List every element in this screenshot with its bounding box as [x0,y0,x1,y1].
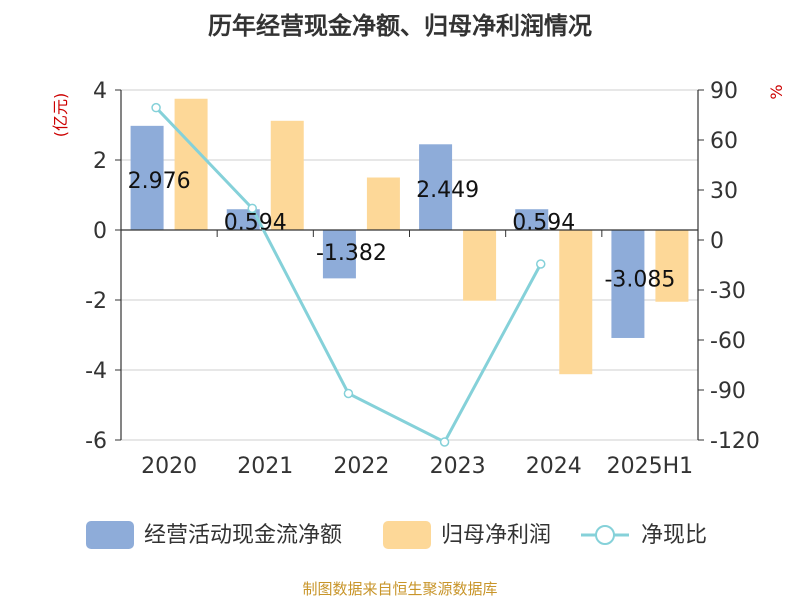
x-tick-label: 2023 [430,454,486,479]
left-axis-ticks: 4 2 0 -2 -4 -6 [85,79,121,454]
right-tick-label: 0 [710,229,724,254]
legend-item-cashflow[interactable]: 经营活动现金流净额 [86,521,342,549]
left-tick-label: 4 [93,79,107,104]
data-label-cashflow: 2.449 [416,178,479,203]
right-tick-label: 90 [710,79,738,104]
bar-net-profit [270,120,304,230]
left-tick-label: -4 [85,359,107,384]
x-tick-label: 2024 [526,454,582,479]
bar-net-profit [655,230,689,302]
left-tick-label: -6 [85,429,107,454]
ratio-point [151,102,161,113]
ratio-point [343,388,354,399]
legend-label-ratio: 净现比 [641,523,707,548]
ratio-point [247,203,257,214]
ratio-line-series [151,102,546,447]
left-axis-unit: (亿元) [51,93,70,138]
bar-cashflow [515,209,549,230]
data-label-cashflow: -1.382 [316,241,387,266]
data-label-cashflow: 0.594 [512,211,575,236]
legend-label-cashflow: 经营活动现金流净额 [144,523,342,548]
x-tick-label: 2022 [333,454,389,479]
legend-item-net-profit[interactable]: 归母净利润 [383,521,551,549]
ratio-point [536,259,546,269]
right-tick-label: -120 [710,429,760,454]
bar-net-profit [174,98,208,230]
chart-title: 历年经营现金净额、归母净利润情况 [208,12,592,40]
bar-net-profit [463,230,497,301]
right-axis-ticks: 90 60 30 0 -30 -60 -90 -120 [698,79,760,454]
right-axis-unit: % [767,84,786,99]
bar-series [130,98,689,375]
left-tick-label: -2 [85,289,107,314]
bar-cashflow [419,144,453,230]
right-tick-label: -90 [710,379,746,404]
source-note: 制图数据来自恒生聚源数据库 [302,580,497,598]
right-tick-label: -60 [710,329,746,354]
bar-cashflow [130,125,164,230]
data-label-cashflow: 0.594 [224,211,287,236]
right-tick-label: -30 [710,279,746,304]
right-tick-label: 30 [710,179,738,204]
ratio-point [439,437,450,447]
legend[interactable]: 经营活动现金流净额 归母净利润 净现比 [86,521,707,549]
x-tick-label: 2021 [237,454,293,479]
bar-net-profit [366,177,400,230]
legend-label-net-profit: 归母净利润 [441,523,551,548]
x-axis-ticks: 2020 2021 2022 2023 2024 2025H1 [120,230,699,479]
bar-cashflow [226,209,260,230]
legend-swatch-net-profit [383,521,431,549]
left-tick-label: 0 [93,219,107,244]
data-label-cashflow: -3.085 [604,268,675,293]
left-tick-label: 2 [93,149,107,174]
x-tick-label: 2025H1 [607,454,694,479]
bar-cashflow [322,230,356,279]
bar-net-profit [559,230,593,375]
bar-cashflow [611,230,645,338]
data-labels: 2.976 0.594 -1.382 2.449 0.594 -3.085 [128,169,676,293]
right-tick-label: 60 [710,129,738,154]
legend-item-ratio[interactable]: 净现比 [581,523,707,548]
legend-swatch-cashflow [86,521,134,549]
data-label-cashflow: 2.976 [128,169,191,194]
legend-swatch-ratio-marker [595,525,615,545]
x-tick-label: 2020 [141,454,197,479]
